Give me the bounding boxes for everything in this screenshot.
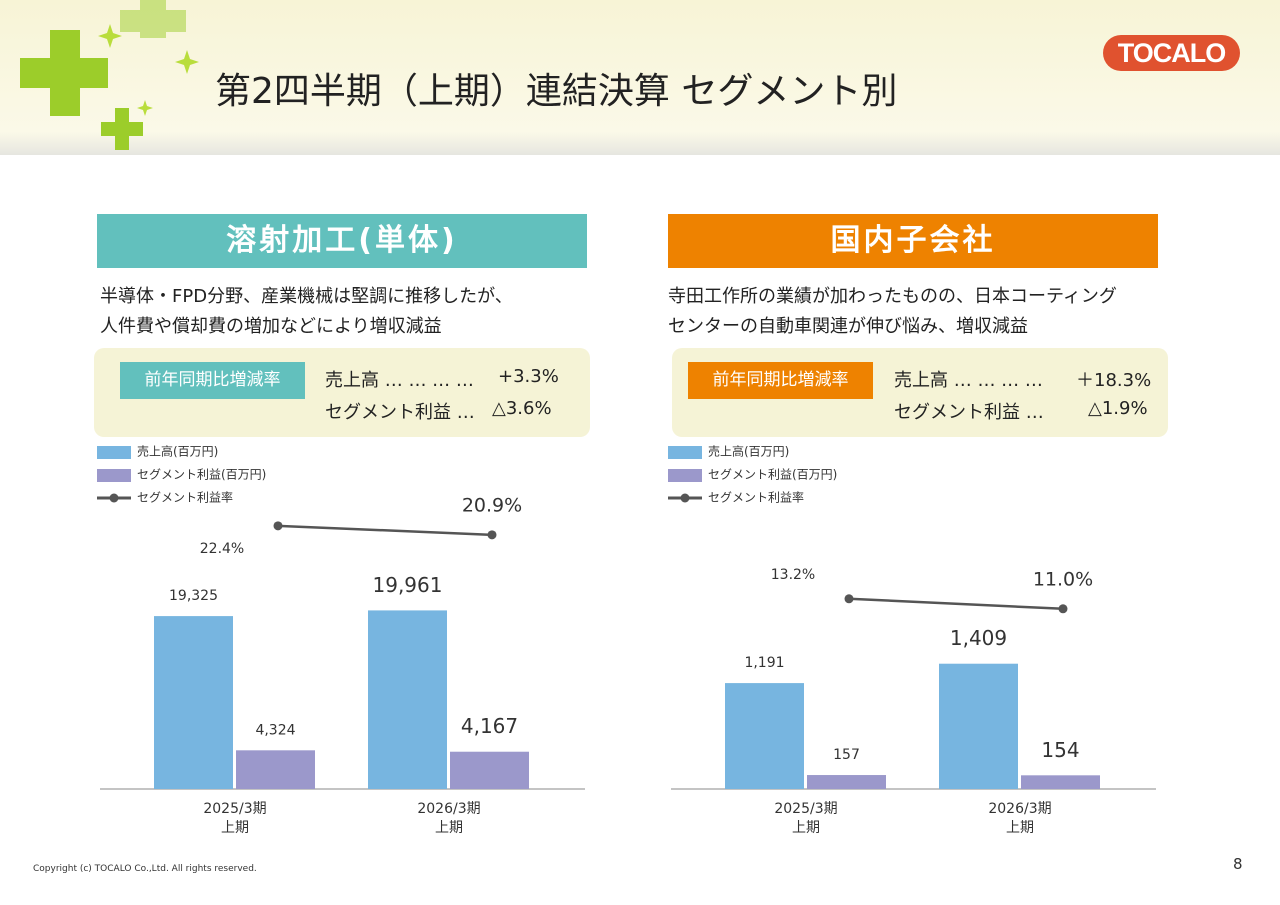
comparison-item: セグメント利益 … <box>325 402 475 423</box>
legend-icon <box>668 469 702 482</box>
panel-heading: 国内子会社 <box>668 214 1158 268</box>
legend-icon <box>680 493 690 503</box>
panel-heading: 溶射加工(単体) <box>97 214 587 268</box>
bar <box>450 751 529 789</box>
data-label: 154 <box>1041 738 1079 762</box>
copyright: Copyright (c) TOCALO Co.,Ltd. All rights… <box>33 864 257 874</box>
x-tick-label: 2026/3期 上期 <box>417 801 481 836</box>
legend-icon <box>109 493 119 503</box>
data-label: 13.2% <box>771 567 815 583</box>
legend-icon <box>97 446 131 459</box>
comparison-value: ＋18.3% <box>1076 370 1152 391</box>
legend-label: 売上高(百万円) <box>708 444 789 459</box>
bar <box>368 610 447 789</box>
data-label: 4,167 <box>461 714 518 738</box>
chart: 売上高(百万円) セグメント利益(百万円) セグメント利益率 19,325 19,961… <box>97 444 585 790</box>
decoration <box>20 0 199 150</box>
data-label: 19,961 <box>373 573 443 597</box>
legend-label: セグメント利益率 <box>137 490 233 505</box>
bar <box>236 750 315 789</box>
comparison-value: △3.6% <box>492 398 552 419</box>
legend-icon <box>668 446 702 459</box>
bar <box>807 775 886 789</box>
x-tick-label: 2025/3期 上期 <box>774 801 838 836</box>
line-series <box>277 524 493 537</box>
comparison-value: △1.9% <box>1088 398 1148 419</box>
slide-title: 第2四半期（上期）連結決算 セグメント別 <box>215 71 898 112</box>
legend-label: セグメント利益(百万円) <box>137 468 266 482</box>
comparison-item: 売上高 … … … … <box>325 370 474 391</box>
line-point <box>487 530 497 540</box>
bar <box>154 616 233 789</box>
x-tick-label: 2026/3期 上期 <box>988 801 1052 836</box>
header-band <box>0 0 1280 155</box>
line-point <box>273 521 283 531</box>
chart: 売上高(百万円) セグメント利益(百万円) セグメント利益率 1,191 1,409 15… <box>668 444 1156 790</box>
x-tick-label: 2025/3期 上期 <box>203 801 267 836</box>
line-point <box>1058 604 1068 614</box>
legend-label: セグメント利益(百万円) <box>708 468 837 482</box>
data-label: 22.4% <box>200 541 244 557</box>
panel-description: 寺田工作所の業績が加わったものの、日本コーティング センターの自動車関連が伸び悩… <box>668 286 1117 337</box>
data-label: 157 <box>833 747 860 763</box>
data-label: 20.9% <box>462 494 522 516</box>
line-point <box>844 594 854 604</box>
line-series <box>848 597 1064 611</box>
bar <box>1021 775 1100 789</box>
data-label: 11.0% <box>1033 568 1093 590</box>
page-number: 8 <box>1233 855 1243 873</box>
data-label: 1,191 <box>744 655 784 671</box>
data-label: 19,325 <box>169 588 218 604</box>
data-label: 4,324 <box>255 722 295 738</box>
bar <box>725 683 804 789</box>
comparison-label: 前年同期比増減率 <box>120 362 305 399</box>
legend-label: 売上高(百万円) <box>137 444 218 459</box>
bar <box>939 663 1018 789</box>
comparison-label: 前年同期比増減率 <box>688 362 873 399</box>
panel-description: 半導体・FPD分野、産業機械は堅調に推移したが、 人件費や償却費の増加などにより… <box>100 286 513 337</box>
legend-icon <box>97 469 131 482</box>
comparison-item: 売上高 … … … … <box>894 370 1043 391</box>
comparison-item: セグメント利益 … <box>894 402 1044 423</box>
legend-label: セグメント利益率 <box>708 490 804 505</box>
logo: TOCALO <box>1103 35 1240 71</box>
data-label: 1,409 <box>950 626 1007 650</box>
comparison-value: +3.3% <box>498 366 559 387</box>
